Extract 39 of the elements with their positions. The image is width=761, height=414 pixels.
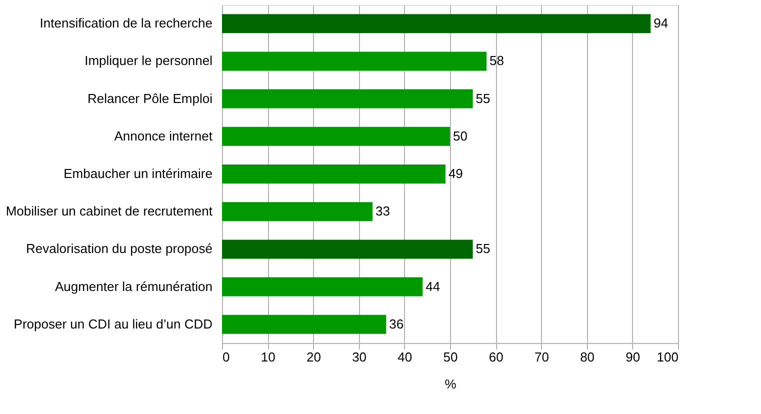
data-label: 36 [389, 316, 404, 332]
y-tick-label: Relancer Pôle Emploi [87, 90, 213, 106]
data-label: 58 [489, 53, 504, 68]
data-label: 55 [476, 90, 490, 106]
y-tick-label: Impliquer le personnel [84, 53, 213, 68]
bar [222, 126, 450, 146]
x-tick-label: 50 [443, 350, 458, 364]
bar [222, 314, 386, 334]
data-label: 50 [453, 128, 468, 144]
x-tick-label: 30 [352, 350, 367, 364]
data-label: 55 [476, 241, 490, 256]
x-tick-label: 40 [398, 350, 412, 364]
data-label: 94 [654, 16, 668, 31]
x-axis-title: % [444, 376, 457, 392]
bar [222, 277, 423, 296]
bar [222, 202, 372, 222]
x-tick-label: 90 [626, 350, 640, 364]
x-tick-label: 0 [222, 350, 230, 364]
x-tick-label: 20 [306, 350, 321, 364]
y-tick-label: Revalorisation du poste proposé [26, 241, 212, 256]
y-tick-label: Augmenter la rémunération [54, 278, 212, 294]
y-tick-label: Mobiliser un cabinet de recrutement [6, 204, 213, 219]
bar [222, 52, 486, 71]
x-tick-label: 100 [656, 350, 678, 364]
bar [222, 164, 446, 184]
bar [222, 14, 651, 34]
data-label: 33 [375, 204, 390, 219]
bar [222, 240, 473, 259]
data-label: 44 [426, 278, 440, 294]
data-label: 49 [448, 166, 463, 181]
x-tick-label: 80 [580, 350, 595, 364]
x-tick-label: 10 [260, 350, 276, 364]
y-tick-label: Intensification de la recherche [40, 16, 212, 31]
y-tick-label: Annonce internet [114, 128, 213, 144]
bar [222, 89, 473, 108]
y-tick-label: Proposer un CDI au lieu d’un CDD [14, 316, 212, 332]
y-tick-label: Embaucher un intérimaire [64, 166, 212, 181]
x-tick-label: 60 [488, 350, 504, 364]
x-tick-label: 70 [534, 350, 549, 364]
